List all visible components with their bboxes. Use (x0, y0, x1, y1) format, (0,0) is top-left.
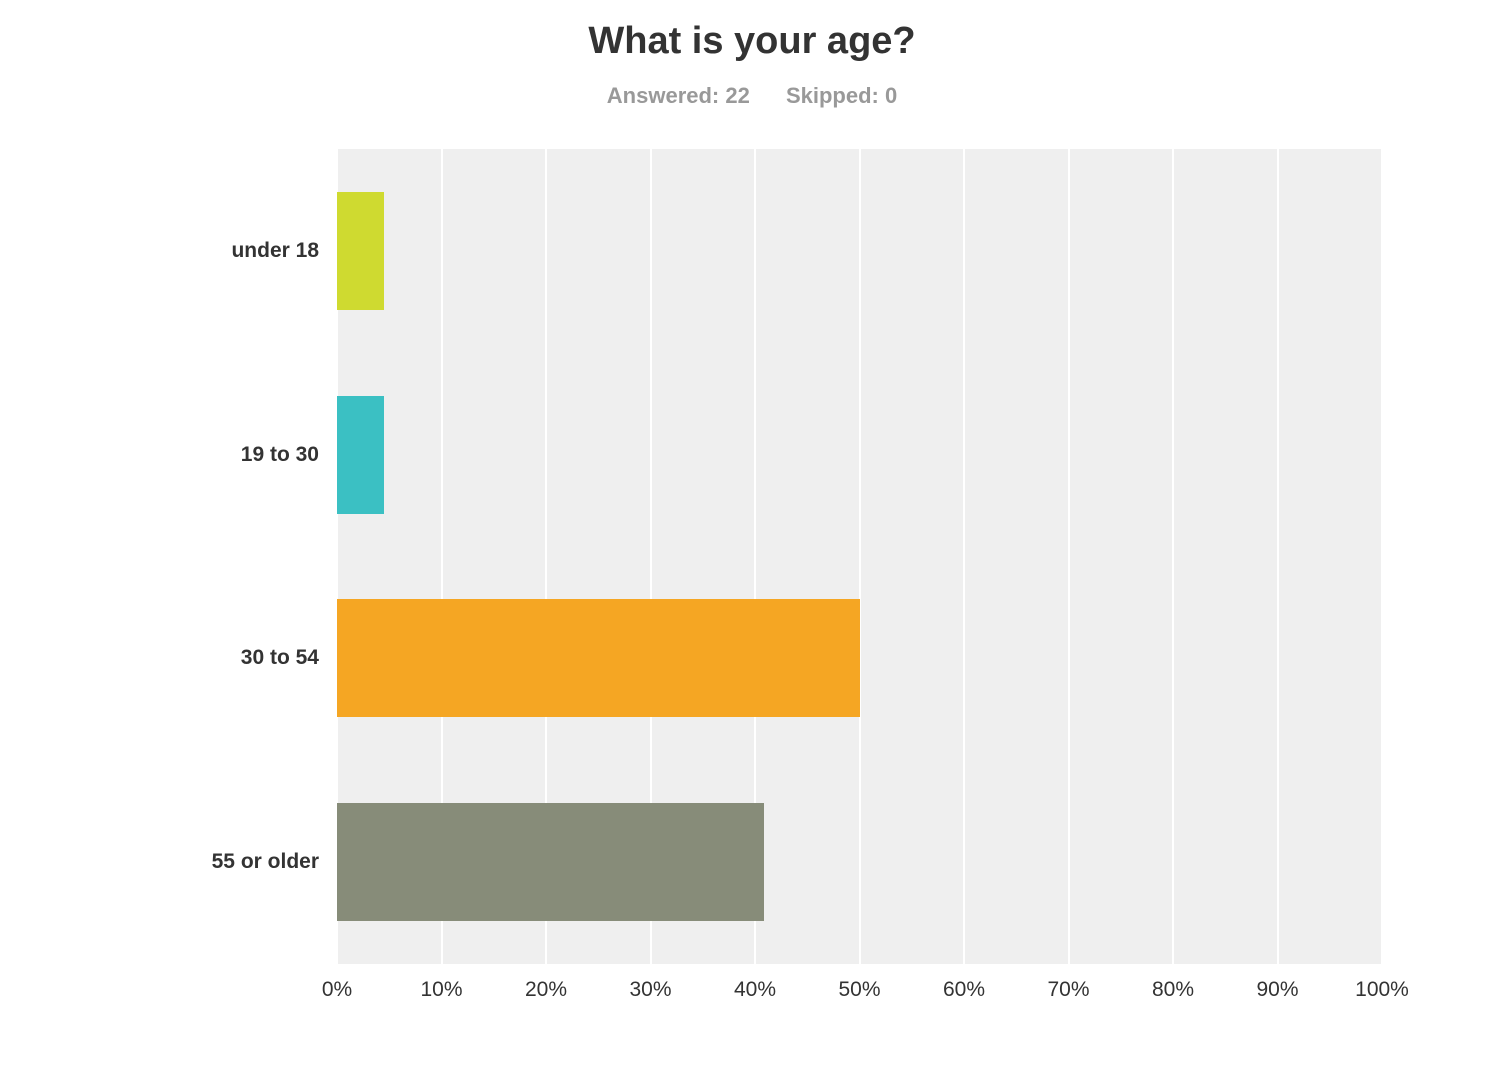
chart-area: under 1819 to 3030 to 5455 or older 0%10… (122, 149, 1382, 1029)
x-tick-label: 10% (420, 978, 462, 1002)
x-tick-label: 30% (629, 978, 671, 1002)
x-tick-label: 90% (1256, 978, 1298, 1002)
bar-row: 55 or older (337, 803, 1382, 921)
x-tick-label: 100% (1355, 978, 1409, 1002)
bar-category-label: under 18 (231, 192, 337, 310)
skipped-count: Skipped: 0 (786, 83, 897, 109)
bar-category-label: 55 or older (212, 803, 337, 921)
bar (337, 599, 860, 717)
bars-container: under 18 19 to 30 30 to 54 55 or older (337, 149, 1382, 964)
chart-title: What is your age? (0, 20, 1504, 63)
bar (337, 803, 764, 921)
bar (337, 396, 384, 514)
x-tick-label: 70% (1047, 978, 1089, 1002)
bar (337, 192, 384, 310)
bar-category-label: 30 to 54 (241, 599, 337, 717)
x-tick-label: 60% (943, 978, 985, 1002)
bar-category-label: 19 to 30 (241, 396, 337, 514)
answered-count: Answered: 22 (607, 83, 750, 109)
bar-row: 19 to 30 (337, 396, 1382, 514)
x-tick-label: 40% (734, 978, 776, 1002)
bar-row: under 18 (337, 192, 1382, 310)
x-tick-label: 50% (838, 978, 880, 1002)
x-tick-label: 20% (525, 978, 567, 1002)
bar-row: 30 to 54 (337, 599, 1382, 717)
chart-subtitle: Answered: 22 Skipped: 0 (0, 83, 1504, 109)
plot-area: under 18 19 to 30 30 to 54 55 or older (337, 149, 1382, 964)
x-tick-label: 80% (1152, 978, 1194, 1002)
x-tick-label: 0% (322, 978, 352, 1002)
